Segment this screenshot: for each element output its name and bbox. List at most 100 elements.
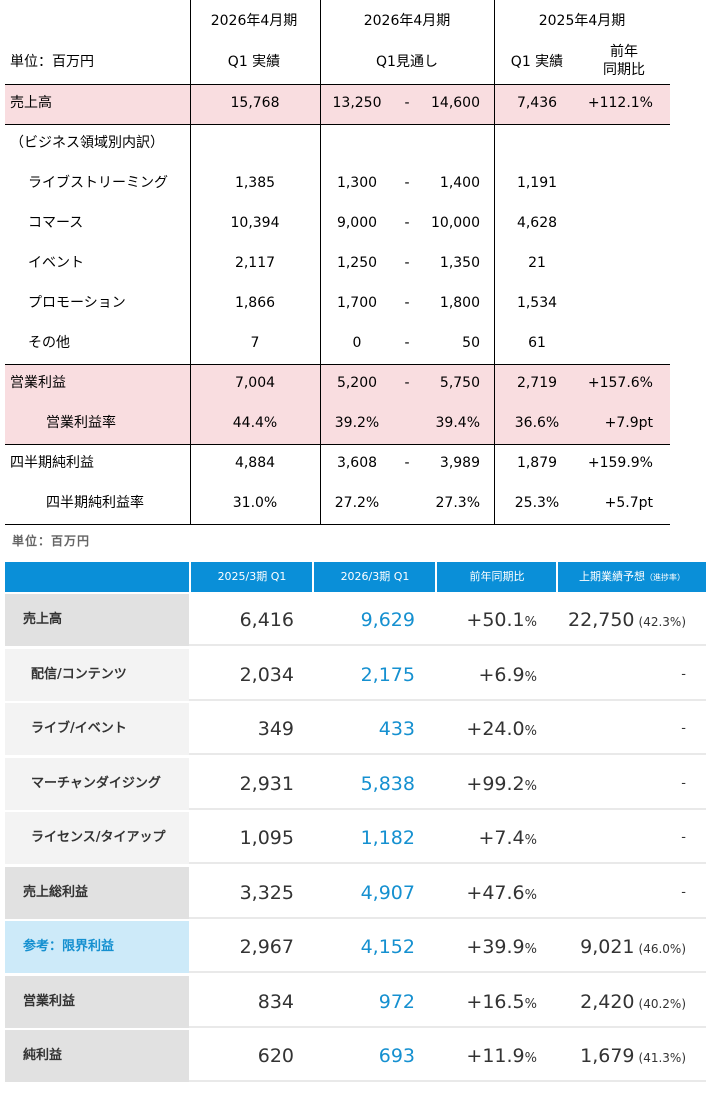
forecast-low: 27.2% bbox=[334, 495, 380, 511]
table-row: 営業利益 834 972 +16.5% 2,420 (40.2%) bbox=[5, 975, 706, 1028]
forecast-high: 1,350 bbox=[439, 255, 480, 271]
forecast-value: 22,750 (42.3%) bbox=[568, 594, 686, 646]
prev-value: 21 bbox=[528, 255, 546, 271]
row-label: 純利益 bbox=[5, 1030, 189, 1082]
header-forecast-note: （進捗率） bbox=[645, 573, 685, 582]
row-divider bbox=[5, 124, 670, 125]
forecast-high: 10,000 bbox=[431, 215, 480, 231]
row-divider bbox=[5, 84, 670, 85]
forecast-amount: 1,679 bbox=[580, 1045, 635, 1067]
prev-q1-value: 6,416 bbox=[239, 609, 294, 631]
prev-q1-value: 349 bbox=[257, 718, 294, 740]
forecast-high: 14,600 bbox=[431, 95, 480, 111]
row-divider bbox=[5, 524, 670, 525]
row-label: プロモーション bbox=[28, 295, 126, 311]
yoy-value: +7.9pt bbox=[604, 415, 653, 431]
prev-q1-value: 834 bbox=[257, 990, 294, 1013]
row-label: コマース bbox=[28, 215, 84, 231]
row-label: （ビジネス領域別内訳） bbox=[10, 135, 164, 151]
header-period-prev: 2025年4月期 bbox=[538, 13, 626, 29]
yoy-value: +50.1% bbox=[466, 594, 537, 646]
row-divider bbox=[5, 444, 670, 445]
actual-value: 2,117 bbox=[234, 255, 276, 271]
forecast-low: 3,608 bbox=[336, 455, 378, 471]
table-row: マーチャンダイジング 2,931 5,838 +99.2% - bbox=[5, 757, 706, 810]
unit-label: 単位：百万円 bbox=[12, 534, 91, 548]
actual-value: 4,884 bbox=[234, 455, 276, 471]
row-label: ライブストリーミング bbox=[28, 175, 168, 191]
forecast-low: 1,700 bbox=[336, 295, 378, 311]
table-row: 純利益 620 693 +11.9% 1,679 (41.3%) bbox=[5, 1030, 706, 1082]
forecast-separator: - bbox=[404, 175, 410, 191]
prev-value: 25.3% bbox=[514, 495, 560, 511]
table-header-row: 2025/3期 Q1 2026/3期 Q1 前年同期比 上期業績予想（進捗率） bbox=[5, 562, 706, 592]
table-row: 売上総利益 3,325 4,907 +47.6% - bbox=[5, 866, 706, 919]
prev-value: 2,719 bbox=[516, 375, 558, 391]
header-divider bbox=[435, 562, 437, 592]
table-row: 配信/コンテンツ 2,034 2,175 +6.9% - bbox=[5, 648, 706, 701]
actual-value: 7 bbox=[250, 335, 260, 351]
forecast-low: 13,250 bbox=[332, 95, 382, 111]
yoy-value: +7.4% bbox=[479, 812, 538, 864]
forecast-value: - bbox=[681, 867, 686, 919]
forecast-high: 5,750 bbox=[439, 375, 480, 391]
yoy-unit: % bbox=[524, 615, 537, 630]
prev-value: 1,534 bbox=[516, 295, 558, 311]
forecast-separator: - bbox=[404, 455, 410, 471]
yoy-unit: % bbox=[524, 887, 537, 903]
curr-q1-value: 433 bbox=[378, 718, 415, 740]
actual-value: 1,866 bbox=[234, 295, 276, 311]
prev-value: 1,191 bbox=[516, 175, 558, 191]
header-period-actual: 2026年4月期 bbox=[210, 13, 298, 29]
header-divider bbox=[312, 562, 314, 592]
header-sub-forecast: Q1見通し bbox=[376, 54, 438, 70]
actual-value: 7,004 bbox=[234, 375, 276, 391]
row-label: 参考：限界利益 bbox=[5, 921, 189, 973]
yoy-unit: % bbox=[524, 1051, 537, 1066]
prev-q1-value: 2,967 bbox=[239, 936, 294, 958]
header-forecast-label: 上期業績予想 bbox=[579, 570, 645, 583]
actual-value: 31.0% bbox=[232, 495, 278, 511]
header-sub-prev: Q1 実績 bbox=[510, 54, 564, 70]
yoy-unit: % bbox=[524, 724, 537, 739]
actual-value: 10,394 bbox=[230, 215, 280, 231]
row-label: 売上高 bbox=[10, 95, 52, 111]
curr-q1-value: 4,152 bbox=[360, 936, 415, 958]
yoy-unit: % bbox=[524, 833, 537, 848]
curr-q1-value: 693 bbox=[378, 1045, 415, 1067]
row-label: ライセンス/タイアップ bbox=[5, 812, 189, 864]
table-row: ライブ/イベント 349 433 +24.0% - bbox=[5, 703, 706, 755]
yoy-value: +39.9% bbox=[466, 921, 537, 973]
forecast-comparison-table: 単位：百万円 2026年4月期 Q1 実績 2026年4月期 Q1見通し 202… bbox=[0, 0, 712, 530]
yoy-value: +6.9% bbox=[479, 649, 538, 701]
prev-q1-value: 2,931 bbox=[239, 772, 294, 795]
forecast-amount: 22,750 bbox=[568, 609, 635, 631]
yoy-value: +47.6% bbox=[466, 867, 537, 919]
forecast-high: 1,800 bbox=[439, 295, 480, 311]
yoy-number: +39.9 bbox=[466, 936, 525, 958]
yoy-number: +7.4 bbox=[478, 827, 525, 849]
yoy-value: +159.9% bbox=[587, 455, 653, 471]
row-label: ライブ/イベント bbox=[5, 703, 189, 755]
highlight-band-sales bbox=[5, 84, 670, 124]
prev-value: 1,879 bbox=[516, 455, 558, 471]
row-divider bbox=[5, 364, 670, 365]
forecast-separator: - bbox=[404, 95, 410, 111]
row-label: 売上総利益 bbox=[5, 866, 189, 919]
forecast-amount: - bbox=[681, 666, 686, 682]
forecast-amount: - bbox=[681, 721, 686, 736]
prev-q1-value: 1,095 bbox=[239, 827, 294, 849]
forecast-separator: - bbox=[404, 335, 410, 351]
table-row: ライセンス/タイアップ 1,095 1,182 +7.4% - bbox=[5, 812, 706, 864]
forecast-high: 39.4% bbox=[435, 415, 480, 431]
prev-value: 61 bbox=[528, 335, 546, 351]
header-yoy: 前年同期比 bbox=[469, 570, 525, 583]
actual-value: 1,385 bbox=[234, 175, 276, 191]
forecast-amount: - bbox=[681, 884, 686, 900]
forecast-separator: - bbox=[404, 215, 410, 231]
forecast-high: 27.3% bbox=[435, 495, 480, 511]
forecast-progress: (42.3%) bbox=[638, 615, 686, 629]
unit-label: 単位：百万円 bbox=[10, 54, 94, 70]
yoy-value: +11.9% bbox=[466, 1030, 537, 1082]
table-row: 売上高 6,416 9,629 +50.1% 22,750 (42.3%) bbox=[5, 594, 706, 646]
